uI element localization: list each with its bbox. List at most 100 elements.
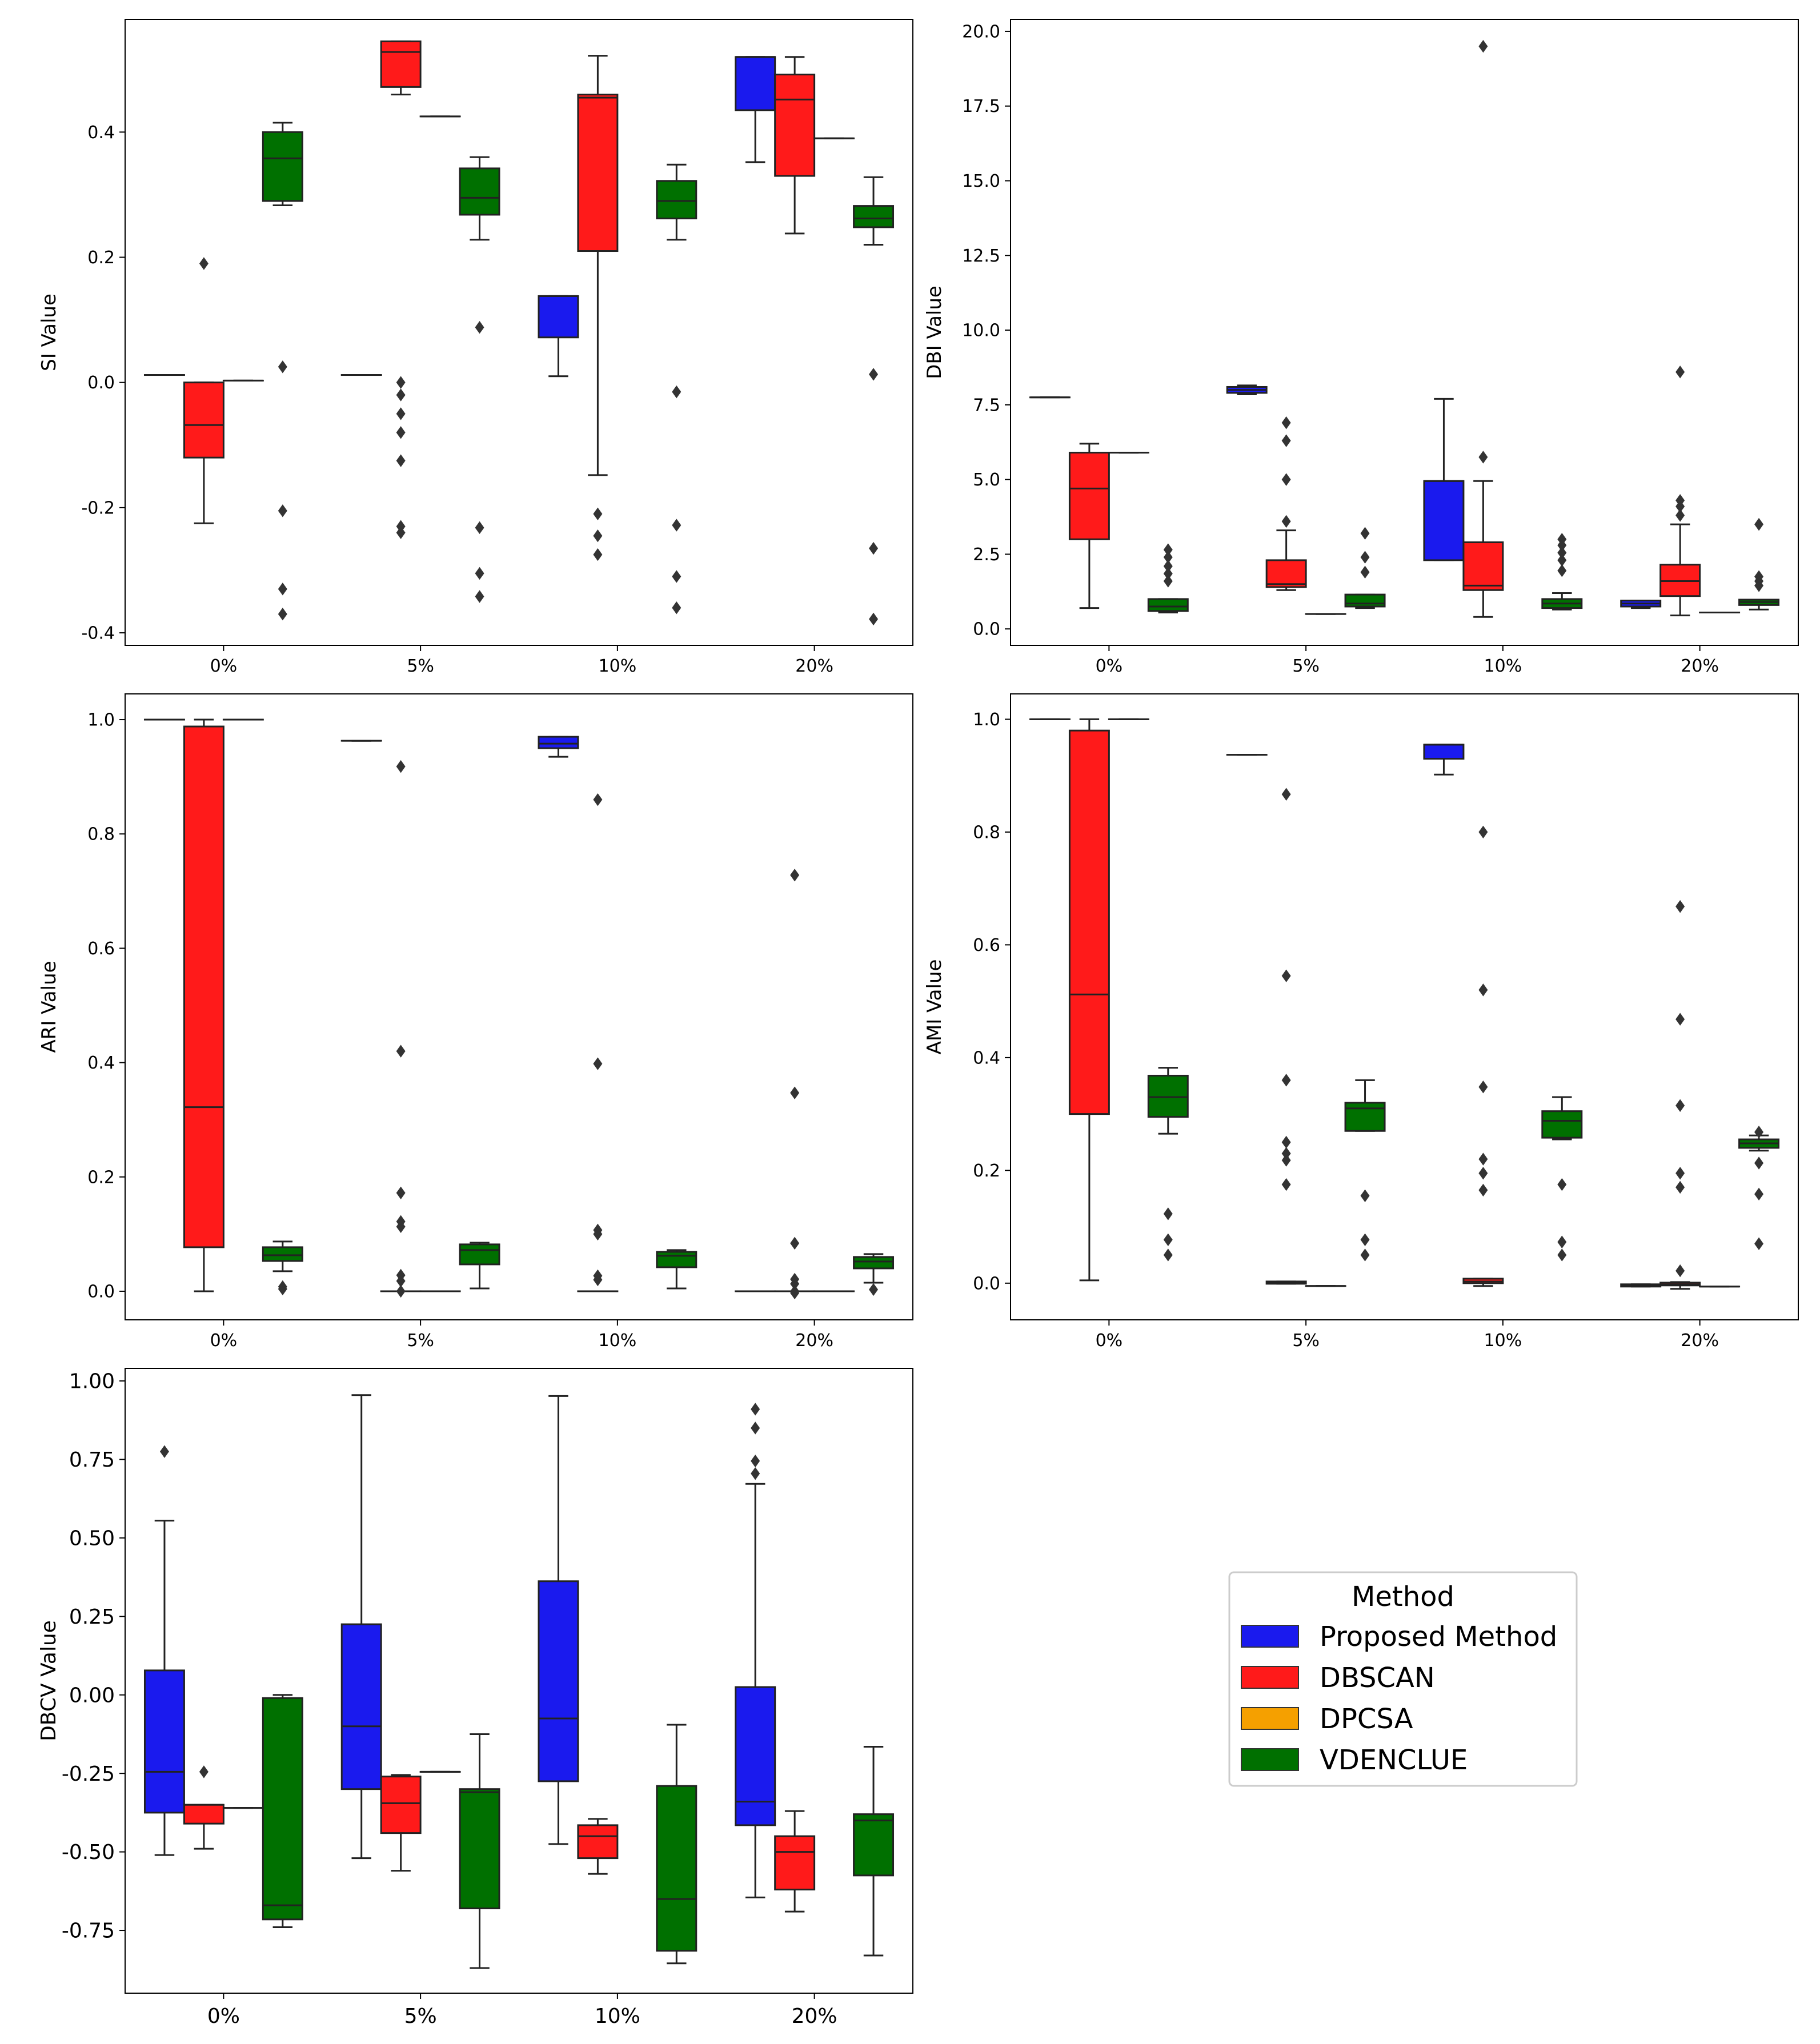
y-tick-label: -0.50 xyxy=(62,1841,115,1864)
legend-item: VDENCLUE xyxy=(1241,1744,1468,1776)
box-dbscan xyxy=(183,1765,225,1850)
outlier-point xyxy=(199,257,209,270)
outlier-point xyxy=(396,526,406,539)
box-body xyxy=(340,1623,382,1790)
y-tick-label: 7.5 xyxy=(973,395,1000,415)
outlier-point xyxy=(199,1765,209,1778)
legend-item: DBSCAN xyxy=(1241,1662,1435,1694)
dbi-axes xyxy=(1010,19,1799,646)
box-body xyxy=(853,205,895,228)
y-tick-label: 0.4 xyxy=(87,1053,115,1073)
box-dbscan xyxy=(774,56,816,235)
ari-chart: 0.0 0.2 0.4 0.6 0.8 1.0 ARI Value 0% 5% 10% 20% xyxy=(38,693,913,1351)
y-tick-label: 5.0 xyxy=(973,470,1000,490)
box-vdenclue xyxy=(262,1240,303,1296)
y-tick-label: 15.0 xyxy=(962,171,1000,191)
box-dbscan xyxy=(577,793,619,1292)
y-tick-label: 0.8 xyxy=(87,825,115,845)
box-dbscan xyxy=(1265,788,1307,1285)
box-body xyxy=(1344,1102,1386,1132)
box-proposed-method xyxy=(1620,600,1662,609)
outlier-point xyxy=(1163,543,1173,556)
dbi-ylabel: DBI Value xyxy=(923,286,946,379)
dbcv-chart: -0.75 -0.50 -0.25 0.00 0.25 0.50 0.75 1.00 DBCV … xyxy=(37,1368,913,2028)
y-tick-label: 0.6 xyxy=(87,939,115,959)
outlier-point xyxy=(1675,494,1685,507)
ari-axes xyxy=(125,693,913,1320)
outlier-point xyxy=(475,521,484,535)
box-proposed-method xyxy=(538,295,579,378)
outlier-point xyxy=(1557,1248,1567,1262)
outlier-point xyxy=(475,321,484,334)
x-tick-label: 5% xyxy=(404,2005,437,2028)
outlier-point xyxy=(396,1284,406,1298)
outlier-point xyxy=(672,519,682,532)
outlier-point xyxy=(593,507,603,521)
box-vdenclue xyxy=(656,1724,697,1965)
box-vdenclue xyxy=(656,163,697,615)
box-proposed-method xyxy=(538,1395,579,1845)
y-tick-label: 2.5 xyxy=(973,545,1000,565)
box-body xyxy=(183,1804,225,1825)
ami-ylabel: AMI Value xyxy=(923,959,946,1055)
box-body xyxy=(735,56,776,111)
outlier-point xyxy=(1281,1074,1291,1087)
y-tick-label: -0.2 xyxy=(81,498,115,518)
outlier-point xyxy=(278,583,287,596)
y-tick-label: 10.0 xyxy=(962,321,1000,341)
outlier-point xyxy=(1557,546,1567,560)
outlier-point xyxy=(790,1236,800,1250)
outlier-point xyxy=(869,541,879,555)
ami-chart: 0.0 0.2 0.4 0.6 0.8 1.0 AMI Value 0% 5% 10% 20% xyxy=(923,693,1799,1351)
outlier-point xyxy=(1163,551,1173,564)
box-body xyxy=(774,73,816,177)
outlier-point xyxy=(790,1286,800,1300)
x-tick-label: 20% xyxy=(792,2005,837,2028)
x-tick-label: 20% xyxy=(1681,1331,1719,1351)
box-vdenclue xyxy=(853,1253,895,1296)
outlier-point xyxy=(1281,1135,1291,1149)
box-proposed-method xyxy=(735,1403,776,1898)
outlier-point xyxy=(1557,533,1567,546)
outlier-point xyxy=(593,529,603,543)
outlier-point xyxy=(475,590,484,603)
legend-label-dpcsa: DPCSA xyxy=(1320,1703,1413,1735)
box-body xyxy=(1541,1110,1583,1139)
outlier-point xyxy=(396,1220,406,1234)
outlier-point xyxy=(1557,1178,1567,1191)
outlier-point xyxy=(751,1454,760,1468)
outlier-point xyxy=(278,360,287,374)
outlier-point xyxy=(1163,1248,1173,1262)
box-proposed-method xyxy=(538,736,579,758)
box-vdenclue xyxy=(459,156,500,603)
box-body xyxy=(538,1580,579,1782)
box-body xyxy=(853,1256,895,1270)
y-tick-label: 1.0 xyxy=(87,710,115,730)
box-proposed-method xyxy=(143,1445,185,1856)
outlier-point xyxy=(396,376,406,389)
outlier-point xyxy=(1478,1183,1488,1197)
box-body xyxy=(143,1669,185,1814)
y-tick-label: 0.00 xyxy=(69,1684,115,1707)
outlier-point xyxy=(1675,509,1685,522)
y-tick-label: 20.0 xyxy=(962,22,1000,42)
si-ylabel: SI Value xyxy=(38,294,61,371)
outlier-point xyxy=(1281,969,1291,982)
outlier-point xyxy=(1754,517,1764,531)
outlier-point xyxy=(396,1045,406,1058)
x-tick-label: 10% xyxy=(1484,656,1522,676)
x-tick-label: 5% xyxy=(407,1331,434,1351)
x-tick-label: 10% xyxy=(595,2005,640,2028)
outlier-point xyxy=(1360,1233,1370,1246)
x-tick-label: 20% xyxy=(795,656,833,676)
y-tick-label: 0.2 xyxy=(87,1167,115,1187)
y-tick-label: 0.50 xyxy=(69,1527,115,1550)
box-vdenclue xyxy=(1541,1096,1583,1262)
ari-ylabel: ARI Value xyxy=(38,961,61,1053)
legend-label-dbscan: DBSCAN xyxy=(1320,1662,1435,1694)
box-proposed-method xyxy=(340,1394,382,1860)
outlier-point xyxy=(1163,1233,1173,1246)
x-tick-label: 10% xyxy=(599,656,637,676)
outlier-point xyxy=(593,1227,603,1241)
outlier-point xyxy=(1754,1126,1764,1139)
